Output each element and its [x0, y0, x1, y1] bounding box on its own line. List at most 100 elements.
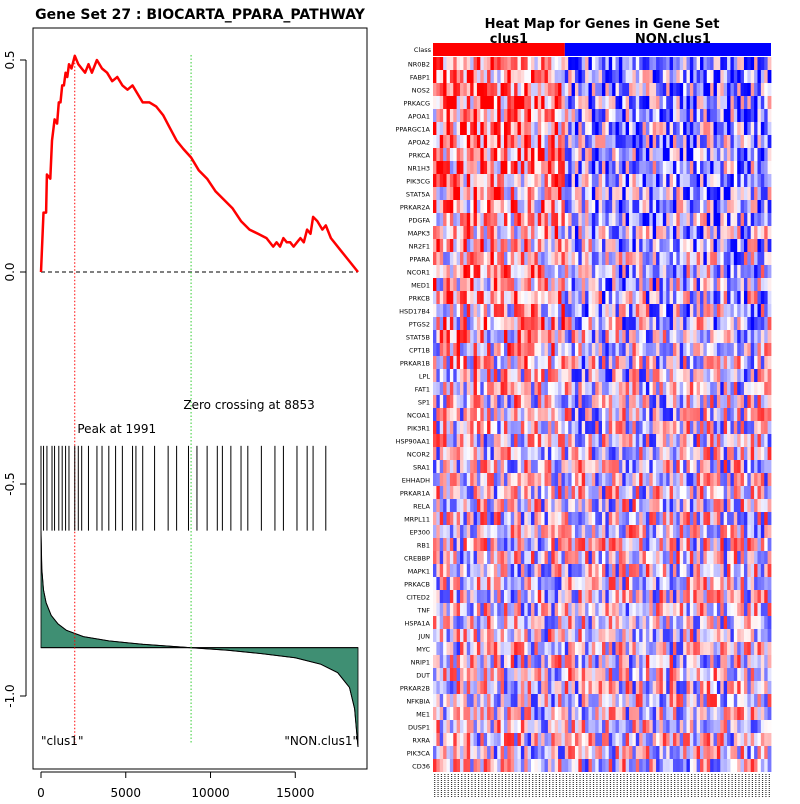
heatmap-cell — [433, 590, 437, 603]
heatmap-cell — [578, 551, 582, 564]
heatmap-cell — [697, 161, 701, 174]
heatmap-cell — [751, 577, 755, 590]
heatmap-cell — [487, 122, 491, 135]
heatmap-cell — [531, 473, 535, 486]
heatmap-cell — [531, 421, 535, 434]
heatmap-cell — [470, 382, 474, 395]
heatmap-cell — [551, 577, 555, 590]
heatmap-cell — [440, 122, 444, 135]
heatmap-cell — [612, 408, 616, 421]
heatmap-cell — [521, 356, 525, 369]
heatmap-cell — [555, 382, 559, 395]
heatmap-cell — [595, 213, 599, 226]
heatmap-cell — [761, 642, 765, 655]
heatmap-cell — [717, 603, 721, 616]
heatmap-cell — [531, 200, 535, 213]
heatmap-cell — [639, 70, 643, 83]
heatmap-cell — [609, 564, 613, 577]
heatmap-cell — [477, 161, 481, 174]
heatmap-cell — [670, 213, 674, 226]
heatmap-cell — [754, 304, 758, 317]
heatmap-cell — [646, 161, 650, 174]
heatmap-cell — [659, 512, 663, 525]
heatmap-cell — [724, 330, 728, 343]
heatmap-cell — [443, 317, 447, 330]
heatmap-cell — [443, 174, 447, 187]
heatmap-cell — [585, 57, 589, 70]
heatmap-cell — [541, 213, 545, 226]
heatmap-cell — [632, 330, 636, 343]
heatmap-cell — [768, 538, 772, 551]
heatmap-cell — [453, 603, 457, 616]
heatmap-cell — [683, 603, 687, 616]
heatmap-cell — [467, 525, 471, 538]
heatmap-cell — [646, 473, 650, 486]
heatmap-cell — [714, 148, 718, 161]
heatmap-cell — [480, 408, 484, 421]
heatmap-cell — [632, 200, 636, 213]
heatmap-cell — [575, 122, 579, 135]
heatmap-cell — [656, 265, 660, 278]
heatmap-cell — [737, 629, 741, 642]
heatmap-cell — [741, 356, 745, 369]
heatmap-cell — [717, 148, 721, 161]
heatmap-cell — [477, 616, 481, 629]
heatmap-cell — [487, 512, 491, 525]
heatmap-cell — [484, 642, 488, 655]
heatmap-cell — [433, 499, 437, 512]
heatmap-cell — [480, 447, 484, 460]
heatmap-cell — [524, 668, 528, 681]
heatmap-cell — [588, 109, 592, 122]
heatmap-cell — [605, 187, 609, 200]
heatmap-cell — [541, 135, 545, 148]
heatmap-cell — [514, 512, 518, 525]
heatmap-cell — [663, 252, 667, 265]
heatmap-cell — [528, 564, 532, 577]
heatmap-cell — [440, 161, 444, 174]
heatmap-cell — [670, 174, 674, 187]
heatmap-cell — [632, 343, 636, 356]
heatmap-cell — [666, 590, 670, 603]
heatmap-cell — [639, 174, 643, 187]
heatmap-cell — [447, 174, 451, 187]
heatmap-cell — [693, 382, 697, 395]
heatmap-cell — [551, 512, 555, 525]
x-tick-label: 10000 — [191, 786, 229, 800]
heatmap-cell — [656, 343, 660, 356]
heatmap-cell — [649, 538, 653, 551]
heatmap-cell — [757, 395, 761, 408]
heatmap-cell — [504, 187, 508, 200]
heatmap-cell — [710, 551, 714, 564]
heatmap-cell — [714, 265, 718, 278]
heatmap-cell — [467, 213, 471, 226]
heatmap-cell — [683, 291, 687, 304]
heatmap-cell — [649, 577, 653, 590]
heatmap-cell — [460, 486, 464, 499]
heatmap-cell — [436, 135, 440, 148]
heatmap-cell — [720, 239, 724, 252]
heatmap-cell — [433, 278, 437, 291]
heatmap-cell — [629, 356, 633, 369]
heatmap-cell — [558, 356, 562, 369]
heatmap-cell — [511, 616, 515, 629]
heatmap-cell — [693, 161, 697, 174]
heatmap-cell — [447, 122, 451, 135]
heatmap-cell — [561, 551, 565, 564]
heatmap-cell — [626, 525, 630, 538]
heatmap-cell — [724, 83, 728, 96]
heatmap-cell — [447, 135, 451, 148]
heatmap-cell — [443, 447, 447, 460]
heatmap-cell — [602, 174, 606, 187]
heatmap-cell — [507, 96, 511, 109]
heatmap-cell — [700, 460, 704, 473]
heatmap-cell — [612, 70, 616, 83]
heatmap-cell — [727, 122, 731, 135]
heatmap-cell — [649, 629, 653, 642]
heatmap-cell — [646, 343, 650, 356]
heatmap-cell — [521, 616, 525, 629]
heatmap-cell — [764, 408, 768, 421]
heatmap-cell — [521, 564, 525, 577]
heatmap-cell — [676, 473, 680, 486]
heatmap-cell — [578, 83, 582, 96]
heatmap-cell — [443, 187, 447, 200]
